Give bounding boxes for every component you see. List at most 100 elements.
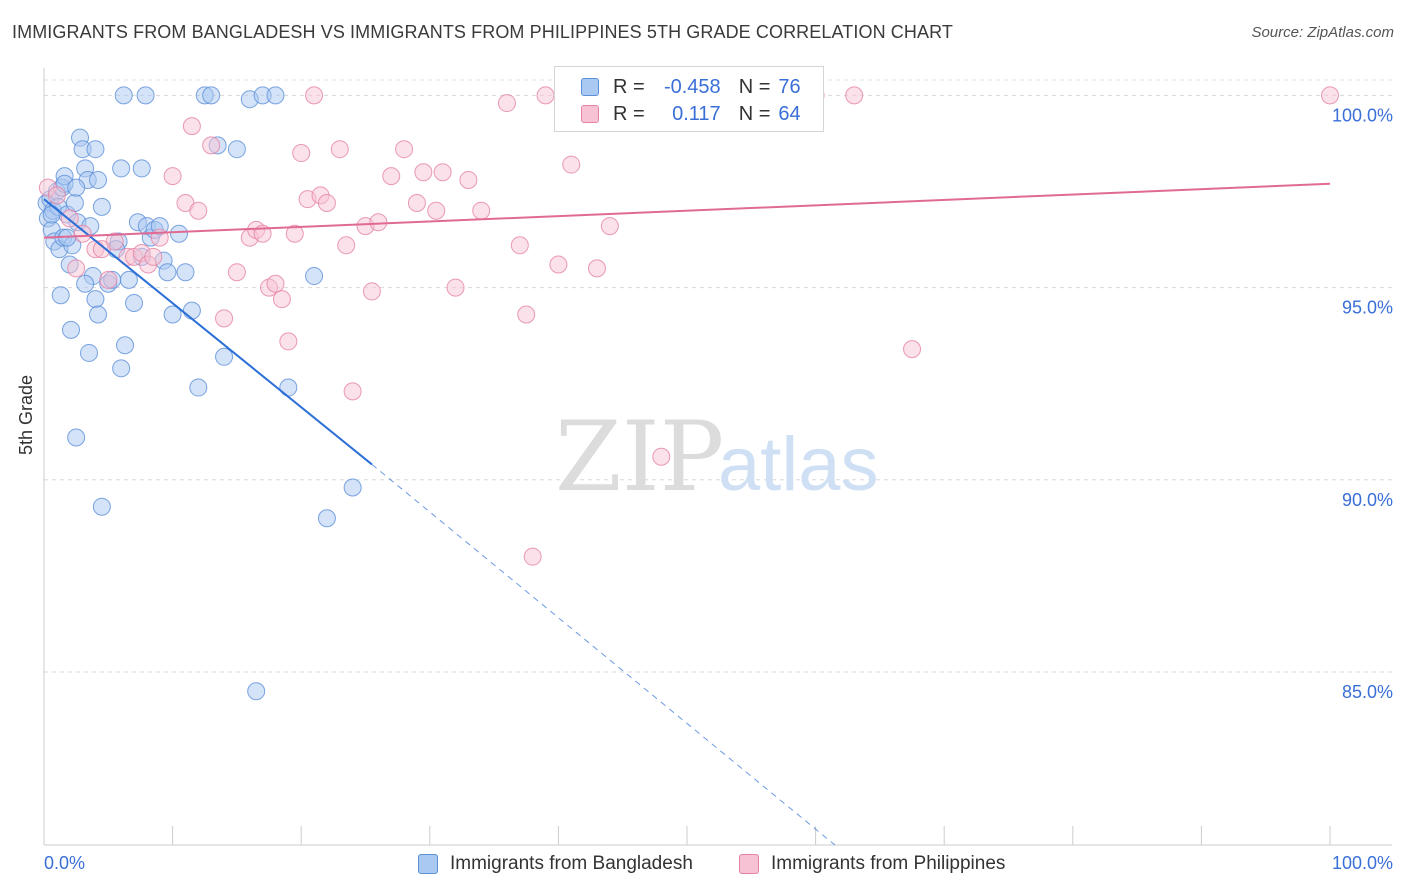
legend-swatch-pink: [581, 105, 599, 123]
data-point: [510, 236, 529, 255]
source-label: Source: ZipAtlas.com: [1251, 24, 1394, 41]
series-bangladesh: [37, 86, 362, 701]
tick-labels: 100.0% 95.0% 90.0% 85.0% 0.0% 100.0%: [44, 105, 1393, 873]
data-point: [266, 86, 285, 105]
legend-r-value: 0.117: [672, 102, 721, 125]
data-point: [163, 305, 182, 324]
bottom-legend-label: Immigrants from Bangladesh: [450, 853, 693, 874]
data-point: [427, 201, 446, 220]
data-point: [73, 224, 92, 243]
data-point: [144, 247, 163, 266]
legend-n-value: 64: [778, 102, 801, 125]
data-point: [272, 290, 291, 309]
data-point: [92, 497, 111, 516]
chart-title: IMMIGRANTS FROM BANGLADESH VS IMMIGRANTS…: [12, 22, 953, 42]
y-tick-label: 85.0%: [1342, 682, 1393, 702]
data-point: [47, 186, 66, 205]
y-tick-label: 100.0%: [1332, 105, 1393, 125]
data-point: [1321, 86, 1339, 105]
data-point: [158, 263, 177, 282]
data-point: [292, 144, 311, 163]
legend-r-label: R =: [613, 102, 645, 125]
data-point: [176, 263, 195, 282]
data-point: [337, 236, 356, 255]
data-point: [407, 194, 426, 213]
data-point: [163, 167, 182, 186]
trend-line-bangladesh-extension: [371, 464, 836, 846]
data-point: [395, 140, 414, 159]
data-point: [903, 340, 922, 359]
data-point: [536, 86, 555, 105]
watermark: ZIP atlas: [555, 401, 879, 513]
data-point: [414, 163, 433, 182]
data-point: [112, 159, 131, 178]
data-point: [114, 86, 133, 105]
bottom-legend-bangladesh[interactable]: Immigrants from Bangladesh: [418, 852, 693, 876]
data-point: [182, 117, 201, 136]
x-tick-label-min: 0.0%: [44, 853, 85, 873]
data-point: [125, 293, 144, 312]
bottom-legend-philippines[interactable]: Immigrants from Philippines: [739, 852, 1005, 876]
data-point: [517, 305, 536, 324]
data-point: [343, 478, 362, 497]
legend-r-label: R =: [613, 75, 645, 98]
data-point: [523, 547, 542, 566]
data-point: [600, 217, 619, 236]
legend-n-value: 76: [778, 75, 801, 98]
data-point: [369, 213, 388, 232]
legend-n-label: N =: [738, 75, 771, 98]
data-point: [285, 224, 304, 243]
legend-swatch-blue: [581, 78, 599, 96]
data-point: [189, 378, 208, 397]
data-point: [189, 201, 208, 220]
data-point: [497, 94, 516, 113]
data-point: [92, 240, 111, 259]
y-tick-label: 90.0%: [1342, 490, 1393, 510]
data-point: [362, 282, 381, 301]
data-point: [170, 224, 189, 243]
series-philippines: [38, 86, 1339, 566]
data-point: [116, 336, 135, 355]
stats-legend: R = -0.458 N = 76 R = 0.117 N = 64: [554, 66, 824, 132]
legend-row-philippines: R = 0.117 N = 64: [581, 101, 801, 127]
data-point: [459, 170, 478, 189]
watermark-atlas: atlas: [718, 422, 879, 507]
data-point: [99, 270, 118, 289]
y-tick-label: 95.0%: [1342, 298, 1393, 318]
data-point: [132, 159, 151, 178]
data-point: [119, 270, 138, 289]
data-point: [433, 163, 452, 182]
data-point: [76, 274, 95, 293]
data-point: [587, 259, 606, 278]
watermark-zip: ZIP: [555, 401, 724, 513]
data-point: [51, 286, 70, 305]
data-point: [62, 320, 81, 339]
data-point: [317, 194, 336, 213]
data-point: [227, 263, 246, 282]
data-point: [67, 259, 86, 278]
data-point: [266, 274, 285, 293]
data-point: [549, 255, 568, 274]
bottom-legend-swatch-pink: [739, 854, 759, 874]
data-point: [202, 136, 221, 155]
data-point: [86, 140, 105, 159]
data-point: [247, 682, 266, 701]
data-point: [89, 170, 108, 189]
data-point: [305, 86, 324, 105]
data-point: [845, 86, 864, 105]
data-point: [279, 378, 298, 397]
data-point: [80, 343, 99, 362]
data-point: [652, 447, 671, 466]
data-point: [92, 197, 111, 216]
data-point: [330, 140, 349, 159]
x-tick-label-max: 100.0%: [1332, 853, 1393, 873]
data-point: [112, 359, 131, 378]
data-point: [42, 205, 61, 224]
data-point: [86, 290, 105, 309]
legend-row-bangladesh: R = -0.458 N = 76: [581, 74, 801, 100]
data-point: [227, 140, 246, 159]
data-point: [343, 382, 362, 401]
data-point: [562, 155, 581, 174]
gridlines: [44, 79, 1392, 673]
